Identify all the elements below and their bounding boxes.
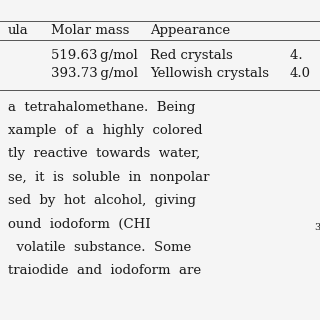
Text: Molar mass: Molar mass — [51, 24, 130, 37]
Text: a  tetrahalomethane.  Being: a tetrahalomethane. Being — [8, 101, 196, 114]
Text: se,  it  is  soluble  in  nonpolar: se, it is soluble in nonpolar — [8, 171, 210, 184]
Text: Red crystals: Red crystals — [150, 49, 233, 61]
Text: 519.63 g/mol: 519.63 g/mol — [51, 49, 138, 61]
Text: 4.: 4. — [290, 49, 305, 61]
Text: ound  iodoform  (CHI: ound iodoform (CHI — [8, 218, 151, 230]
Text: Appearance: Appearance — [150, 24, 230, 37]
Text: 393.73 g/mol: 393.73 g/mol — [51, 68, 138, 80]
Text: xample  of  a  highly  colored: xample of a highly colored — [8, 124, 203, 137]
Text: tly  reactive  towards  water,: tly reactive towards water, — [8, 148, 200, 160]
Text: ula: ula — [8, 24, 29, 37]
Text: Yellowish crystals: Yellowish crystals — [150, 68, 269, 80]
Text: 3: 3 — [315, 223, 320, 232]
Text: volatile  substance.  Some: volatile substance. Some — [8, 241, 191, 254]
Text: sed  by  hot  alcohol,  giving: sed by hot alcohol, giving — [8, 194, 196, 207]
Text: traiodide  and  iodoform  are: traiodide and iodoform are — [8, 264, 201, 277]
Text: 4.0: 4.0 — [290, 68, 311, 80]
